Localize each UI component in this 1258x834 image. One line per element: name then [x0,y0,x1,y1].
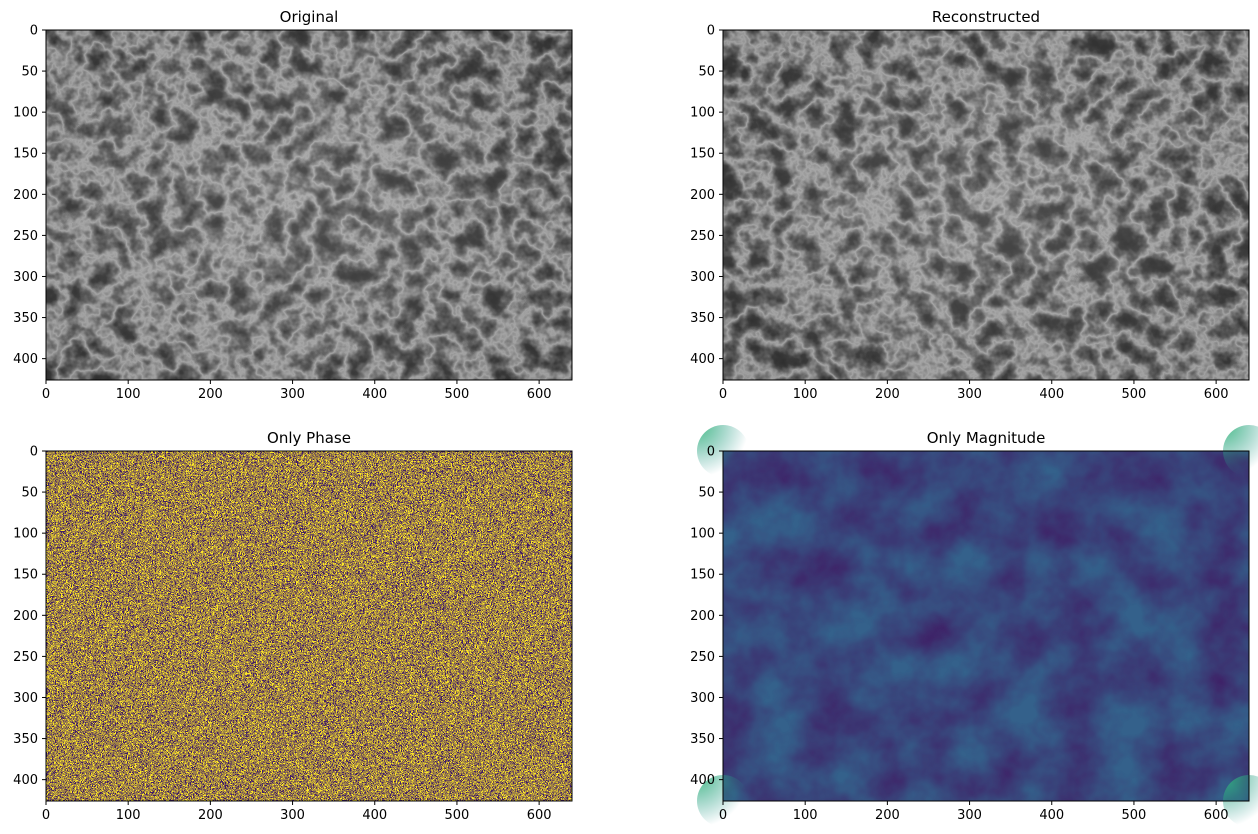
only-magnitude-xtick-label: 600 [1204,808,1229,823]
original-xtick-label: 400 [362,387,387,402]
only-magnitude-xtick-label: 0 [719,808,727,823]
original-ytick-label: 250 [13,229,38,244]
reconstructed-frame [722,29,1250,381]
only-phase-xtick-label: 200 [198,808,223,823]
only-magnitude-xtick-label: 300 [957,808,982,823]
original-ytick-label: 0 [30,24,38,39]
reconstructed-ytick-label: 400 [690,352,715,367]
reconstructed-ytick-label: 250 [690,229,715,244]
only-magnitude-image [697,425,1258,827]
only-phase-ytick-label: 250 [13,650,38,665]
only-magnitude-ytick-label: 50 [698,486,715,501]
only-phase-ytick-label: 0 [30,445,38,460]
only-phase-ytick-label: 50 [21,486,38,501]
only-magnitude-title: Only Magnitude [927,429,1046,447]
only-phase-xtick-label: 600 [527,808,552,823]
only-phase-image [46,451,572,801]
only-magnitude-frame [722,450,1250,802]
original-xtick-label: 300 [280,387,305,402]
reconstructed-ytick-label: 100 [690,106,715,121]
original-ytick-label: 350 [13,311,38,326]
only-magnitude-ytick-label: 300 [690,691,715,706]
only-phase-xtick-label: 0 [42,808,50,823]
original-panel: Original 0 100 200 300 400 500 600 0 50 100 150 200 2… [13,8,573,402]
original-xtick-label: 0 [42,387,50,402]
original-xtick-label: 500 [445,387,470,402]
reconstructed-xtick-label: 0 [719,387,727,402]
only-magnitude-xtick-label: 100 [793,808,818,823]
original-xtick-label: 200 [198,387,223,402]
only-phase-title: Only Phase [267,429,351,447]
only-phase-panel: Only Phase 0 100 200 300 400 500 600 0 50 100 150 20… [13,429,573,823]
original-ytick-label: 200 [13,188,38,203]
original-ytick-label: 150 [13,147,38,162]
only-magnitude-ytick-label: 150 [690,568,715,583]
reconstructed-xtick-label: 300 [957,387,982,402]
only-magnitude-ytick-label: 200 [690,609,715,624]
only-magnitude-ytick-label: 100 [690,527,715,542]
reconstructed-xtick-label: 200 [875,387,900,402]
only-phase-xtick-label: 100 [116,808,141,823]
original-ytick-label: 400 [13,352,38,367]
only-phase-ytick-label: 200 [13,609,38,624]
reconstructed-xtick-label: 600 [1204,387,1229,402]
only-phase-xtick-label: 400 [362,808,387,823]
only-magnitude-xtick-label: 200 [875,808,900,823]
reconstructed-ytick-label: 150 [690,147,715,162]
original-ytick-label: 300 [13,270,38,285]
only-magnitude-ytick-label: 0 [707,445,715,460]
reconstructed-xtick-label: 100 [793,387,818,402]
only-magnitude-ytick-label: 250 [690,650,715,665]
only-magnitude-xtick-label: 500 [1122,808,1147,823]
only-phase-ytick-label: 400 [13,773,38,788]
only-phase-ytick-label: 150 [13,568,38,583]
reconstructed-ytick-label: 0 [707,24,715,39]
only-phase-xtick-label: 500 [445,808,470,823]
only-magnitude-ytick-label: 400 [690,773,715,788]
original-ytick-label: 50 [21,65,38,80]
reconstructed-ytick-label: 200 [690,188,715,203]
only-phase-frame [45,450,573,802]
only-phase-ytick-label: 100 [13,527,38,542]
reconstructed-xtick-label: 400 [1039,387,1064,402]
reconstructed-ytick-label: 50 [698,65,715,80]
original-xtick-label: 100 [116,387,141,402]
original-ytick-label: 100 [13,106,38,121]
reconstructed-ytick-label: 350 [690,311,715,326]
reconstructed-title: Reconstructed [932,8,1040,26]
only-phase-ytick-label: 300 [13,691,38,706]
only-magnitude-xtick-label: 400 [1039,808,1064,823]
original-xtick-label: 600 [527,387,552,402]
only-phase-xtick-label: 300 [280,808,305,823]
reconstructed-xtick-label: 500 [1122,387,1147,402]
only-phase-ytick-label: 350 [13,732,38,747]
original-image [46,30,572,380]
original-title: Original [280,8,339,26]
reconstructed-ytick-label: 300 [690,270,715,285]
reconstructed-image [723,30,1249,380]
only-magnitude-ytick-label: 350 [690,732,715,747]
original-frame [45,29,573,381]
reconstructed-panel: Reconstructed 0 100 200 300 400 500 600 0 50 100 15… [690,8,1250,402]
only-magnitude-panel: Only Magnitude 0 100 200 300 400 500 600 0 50 100 1… [690,425,1258,827]
